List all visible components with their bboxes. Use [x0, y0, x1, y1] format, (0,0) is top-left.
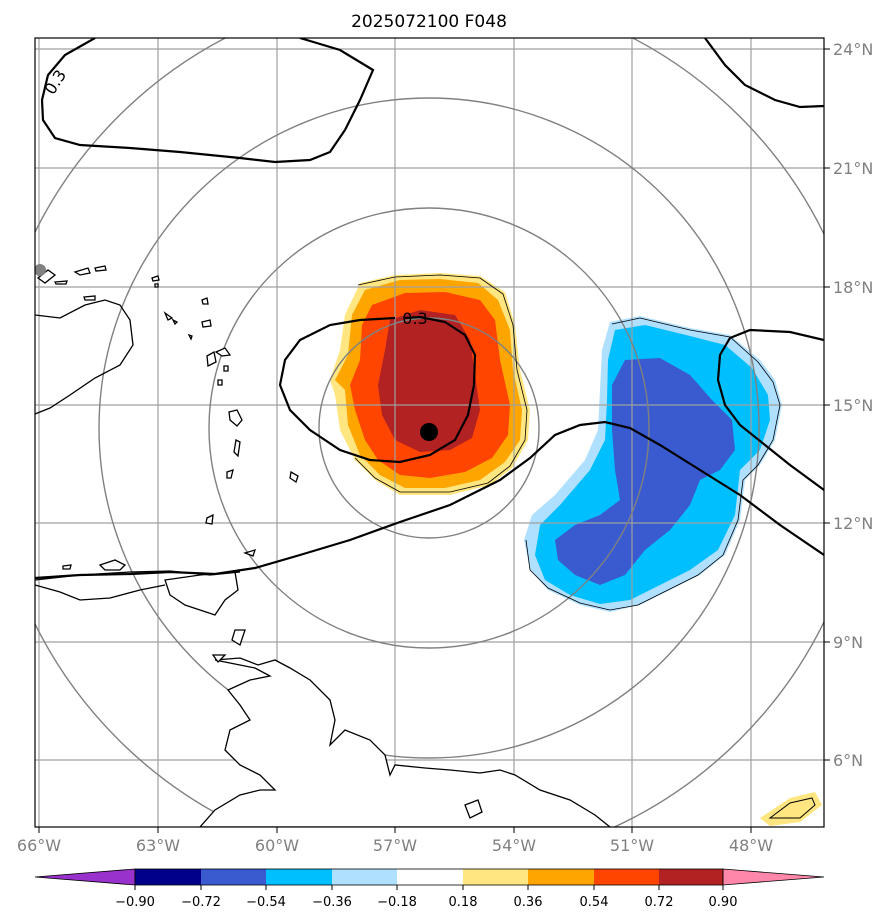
reference-point-marker [35, 264, 46, 276]
island-15 [223, 365, 229, 372]
lat-label-21n: 21°N [833, 159, 873, 178]
island-16 [217, 379, 223, 386]
cb-label-5: 0.18 [449, 895, 478, 910]
island-24 [98, 559, 127, 571]
map-frame [34, 37, 825, 828]
figure-title: 2025072100 F048 [351, 12, 507, 32]
colorbar-bin-2 [201, 869, 266, 885]
lat-label-24n: 24°N [833, 40, 873, 59]
island-11 [201, 319, 212, 328]
caribbean-coast-west [35, 584, 166, 601]
lat-label-18n: 18°N [833, 278, 873, 297]
colorbar-bin-9 [659, 869, 725, 885]
lat-label-12n: 12°N [833, 514, 873, 533]
lat-label-6n: 6°N [833, 751, 863, 770]
island-4 [53, 280, 68, 285]
colorbar-frame [134, 868, 724, 886]
colorbar-bin-6 [463, 869, 528, 885]
lon-label-51w: 51°W [610, 836, 654, 855]
cb-label-1: −0.72 [181, 895, 221, 910]
lon-label-63w: 63°W [136, 836, 180, 855]
colorbar-bin-1 [135, 869, 201, 885]
colorbar-extend-low [34, 868, 136, 886]
island-21 [205, 513, 214, 525]
cb-label-3: −0.36 [312, 895, 352, 910]
puerto-rico [35, 299, 134, 415]
island-26 [211, 654, 227, 664]
lon-label-54w: 54°W [492, 836, 536, 855]
thick-contours [35, 38, 824, 580]
fill-0.72-0.90 [378, 310, 480, 452]
lon-label-57w: 57°W [373, 836, 417, 855]
colorbar: −0.90 −0.72 −0.54 −0.36 −0.18 0.18 0.36 … [34, 868, 825, 910]
island-17 [228, 409, 243, 427]
colorbar-ticks [134, 885, 724, 890]
island-2 [73, 267, 91, 276]
lon-label-60w: 60°W [255, 836, 299, 855]
contour-nw [40, 38, 375, 164]
cb-label-0: −0.90 [115, 895, 155, 910]
warm-outline [354, 274, 528, 493]
cb-label-9: 0.90 [709, 895, 738, 910]
colorbar-extend-high [722, 868, 825, 886]
island-7 [154, 283, 159, 288]
positive-anomaly-field [330, 273, 530, 495]
island-23 [62, 564, 72, 570]
south-america-coast [199, 657, 612, 827]
contour-track [35, 420, 824, 580]
island-8 [163, 311, 174, 321]
lat-label-9n: 9°N [833, 633, 863, 652]
lat-tick-labels: 24°N 21°N 18°N 15°N 12°N 9°N 6°N [833, 40, 873, 770]
colorbar-bin-8 [594, 869, 659, 885]
island-14 [214, 347, 232, 357]
lon-tick-labels: 66°W 63°W 60°W 57°W 54°W 51°W 48°W [17, 836, 773, 855]
island-10 [201, 297, 209, 305]
colorbar-bin-7 [528, 869, 594, 885]
island-27 [464, 799, 483, 819]
cb-label-4: −0.18 [377, 895, 417, 910]
cool-outline [525, 317, 781, 611]
cb-label-7: 0.54 [580, 895, 609, 910]
cb-label-6: 0.36 [514, 895, 543, 910]
island-22 [242, 549, 257, 557]
contour-ne [704, 38, 824, 109]
cb-label-2: −0.54 [246, 895, 286, 910]
lon-label-66w: 66°W [17, 836, 61, 855]
island-3 [94, 265, 107, 272]
lon-label-48w: 48°W [729, 836, 773, 855]
tick-marks [38, 48, 830, 833]
island-9 [171, 318, 179, 326]
island-13 [206, 350, 217, 368]
colorbar-bin-5 [397, 869, 463, 885]
contour-east [716, 328, 824, 491]
cb-label-8: 0.72 [645, 895, 674, 910]
colorbar-bin-3 [266, 869, 332, 885]
fill-sw-patch-inner [768, 797, 816, 819]
contour-center [278, 315, 477, 464]
island-20 [289, 470, 299, 484]
lat-label-15n: 15°N [833, 396, 873, 415]
island-5 [83, 295, 96, 301]
island-18 [233, 439, 241, 458]
island-19 [226, 469, 234, 479]
storm-center-marker [420, 423, 438, 441]
island-12 [187, 333, 193, 341]
colorbar-bin-4 [332, 869, 397, 885]
island-25 [231, 629, 246, 646]
island-6 [151, 275, 160, 282]
contour-label-center: 0.3 [402, 309, 427, 328]
